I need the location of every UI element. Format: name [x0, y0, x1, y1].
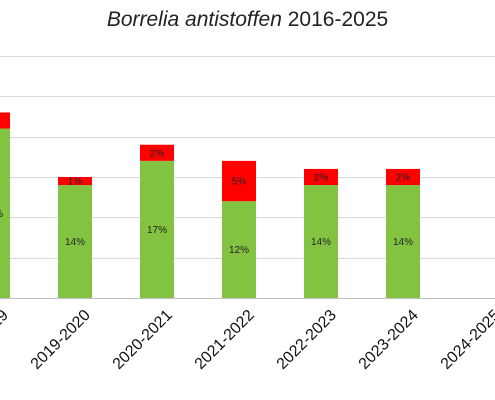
x-tick-label: 2019-2020 [28, 307, 94, 373]
bar-segment [58, 177, 92, 186]
bars: 21%2%14%1%17%2%12%5%14%2%14%2% [0, 112, 420, 298]
bar-segment [222, 160, 256, 202]
bar-segment [304, 185, 338, 298]
x-tick-label: 2021-2022 [192, 307, 258, 373]
x-tick-label: 2020-2021 [110, 307, 176, 373]
data-label: 14% [311, 237, 331, 248]
bar-segment [222, 201, 256, 298]
x-tick-label: 2022-2023 [274, 307, 340, 373]
data-label: 21% [0, 209, 3, 220]
chart-title: Borrelia antistoffen 2016-2025 [0, 8, 495, 32]
data-label: 2% [396, 173, 411, 184]
data-label: 5% [232, 177, 247, 188]
bar-segment [58, 185, 92, 298]
x-tick-label: 2018-2019 [0, 307, 12, 373]
chart-title-rest: 2016-2025 [281, 8, 389, 31]
bar-segment [386, 168, 420, 186]
data-label: 1% [68, 177, 83, 188]
bar-segment [386, 185, 420, 298]
data-label: 2% [314, 173, 329, 184]
chart-title-italic: Borrelia antistoffen [106, 8, 282, 31]
x-tick-labels: 2018-2019 2019-2020 2020-2021 2021-2022 2022… [0, 307, 495, 373]
bar-segment [0, 128, 10, 298]
data-label: 17% [147, 225, 167, 236]
x-tick-label: 2024-2025 [438, 307, 495, 373]
data-label: 14% [65, 237, 85, 248]
x-tick-label: 2023-2024 [356, 307, 422, 373]
data-label: 12% [229, 245, 249, 256]
data-label: 2% [150, 148, 165, 159]
bar-segment [140, 144, 174, 161]
bar-segment [140, 160, 174, 298]
bar-segment [0, 112, 10, 129]
data-label: 14% [393, 237, 413, 248]
bar-segment [304, 168, 338, 186]
